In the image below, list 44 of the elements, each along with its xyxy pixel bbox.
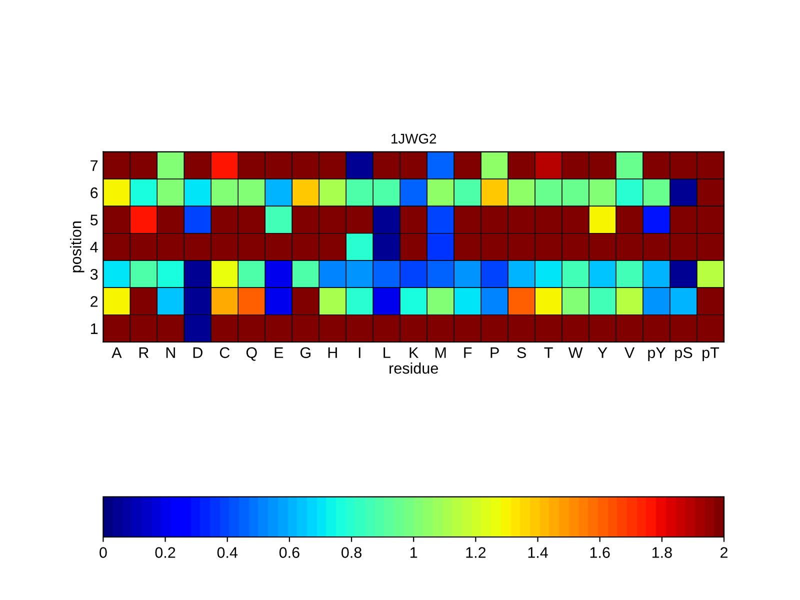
y-axis-title: position	[70, 222, 84, 272]
y-tick-label: 4	[90, 242, 98, 252]
x-tick-label: T	[544, 347, 553, 358]
x-tick-label: S	[517, 347, 526, 358]
x-tick-label: Y	[598, 347, 608, 358]
color-bar-label: 0.2	[155, 547, 176, 558]
color-bar-label: 1.6	[590, 547, 610, 558]
x-tick-label: Q	[246, 347, 257, 361]
y-tick-label: 1	[91, 323, 98, 334]
chart-title: 1JWG2	[392, 134, 436, 144]
x-tick-label: pY	[648, 347, 666, 362]
x-tick-label: E	[274, 347, 284, 358]
x-tick-label: P	[490, 347, 499, 358]
x-tick-label: G	[300, 347, 310, 358]
color-bar-label: 1.2	[466, 547, 486, 558]
y-tick-label: 5	[90, 214, 98, 226]
color-bar-label: 1	[410, 547, 418, 558]
x-tick-label: pT	[702, 347, 720, 362]
y-tick-label: 7	[90, 160, 98, 171]
color-bar-label: 0.4	[217, 547, 238, 558]
x-tick-label: C	[220, 347, 230, 358]
x-tick-label: D	[193, 347, 202, 358]
x-tick-label: N	[166, 347, 175, 358]
x-tick-label: F	[464, 347, 472, 358]
x-tick-label: M	[435, 347, 446, 358]
color-bar-label: 0.8	[342, 547, 362, 558]
color-bar-label: 1.4	[528, 547, 548, 558]
x-tick-label: pS	[675, 347, 692, 362]
x-tick-label: R	[139, 347, 148, 358]
x-tick-label: K	[410, 347, 419, 358]
x-tick-label: V	[624, 347, 635, 358]
y-tick-label: 3	[90, 268, 98, 280]
color-bar-label: 0.6	[279, 547, 300, 558]
x-tick-label: A	[112, 347, 122, 358]
x-tick-label: W	[568, 347, 583, 358]
y-tick-label: 6	[90, 187, 98, 198]
y-tick-label: 2	[90, 296, 98, 307]
color-bar-label: 1.8	[652, 547, 672, 558]
x-tick-label: I	[358, 347, 360, 358]
x-tick-label: H	[328, 347, 337, 358]
x-tick-label: L	[384, 347, 390, 358]
color-bar-label: 0	[100, 547, 107, 558]
x-axis-title: residue	[390, 362, 438, 374]
color-bar-label: 2	[720, 547, 728, 558]
